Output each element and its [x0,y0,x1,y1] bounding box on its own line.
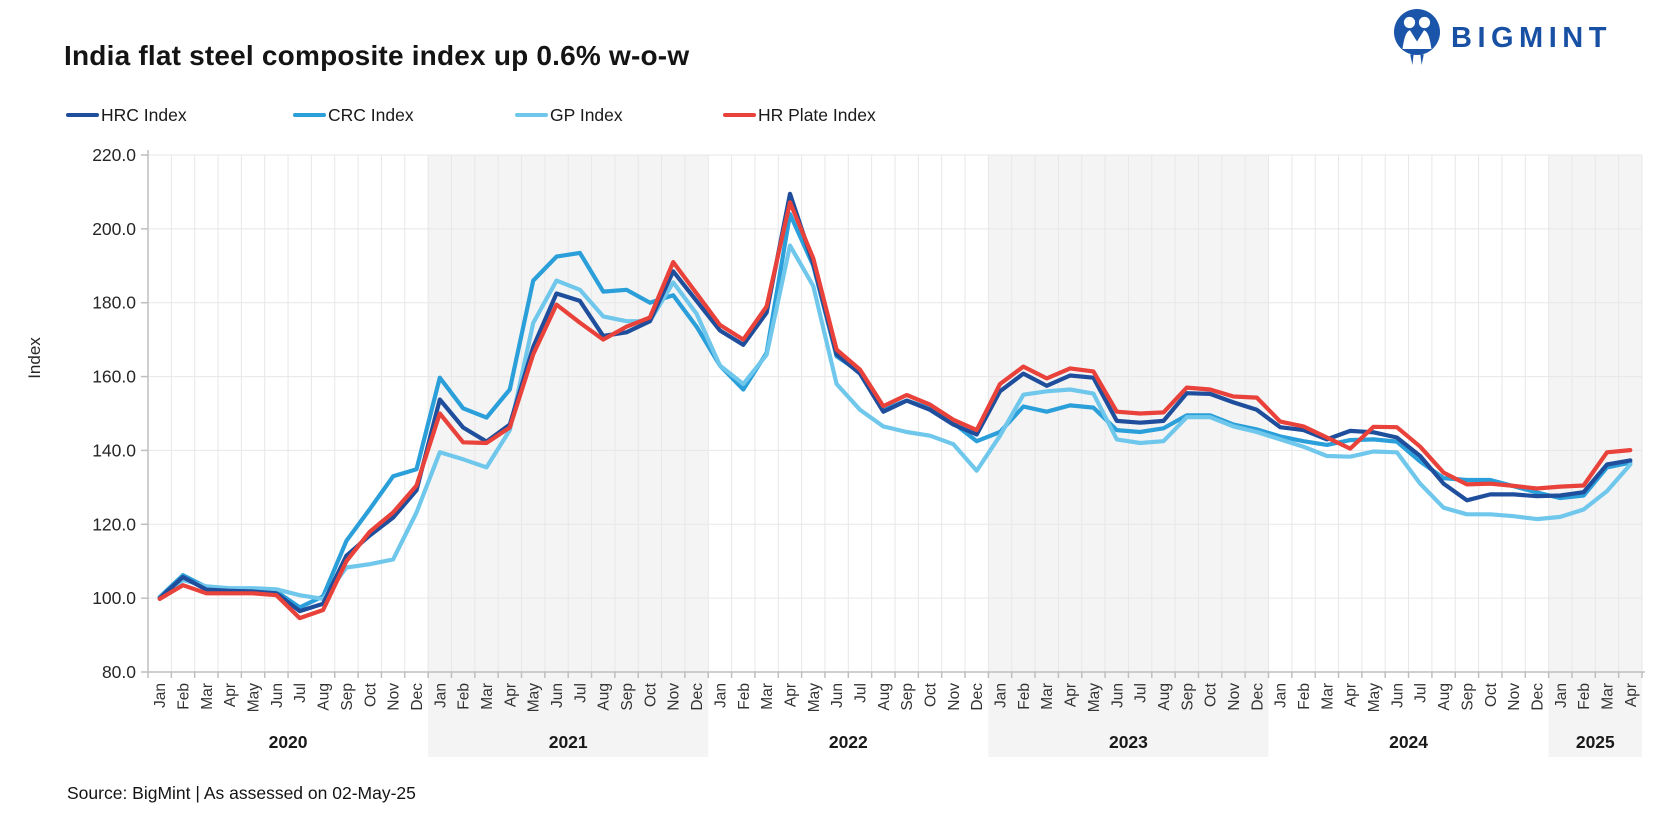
svg-text:Sep: Sep [619,683,636,711]
svg-text:Nov: Nov [386,683,403,711]
source-note: Source: BigMint | As assessed on 02-May-… [67,783,416,803]
svg-text:Jul: Jul [572,683,589,703]
svg-text:May: May [1366,683,1383,713]
svg-text:220.0: 220.0 [92,145,136,165]
bigmint-logo-icon [1394,9,1440,65]
svg-text:2024: 2024 [1389,732,1428,752]
svg-text:Jul: Jul [1413,683,1430,703]
svg-text:Sep: Sep [899,683,916,711]
svg-text:180.0: 180.0 [92,293,136,313]
svg-text:Apr: Apr [782,683,799,707]
legend-item-hr-plate: HR Plate Index [723,103,876,127]
crc-line-swatch-icon [293,112,326,118]
svg-text:Aug: Aug [876,683,893,711]
chart-legend: HRC Index CRC Index GP Index HR Plate In… [0,103,1657,129]
svg-text:Mar: Mar [1319,683,1336,710]
svg-text:80.0: 80.0 [102,662,136,682]
svg-text:Mar: Mar [479,683,496,710]
svg-text:Mar: Mar [1599,683,1616,710]
svg-text:Sep: Sep [339,683,356,711]
svg-text:Oct: Oct [923,682,940,707]
svg-text:Aug: Aug [316,683,333,711]
svg-text:Aug: Aug [1156,683,1173,711]
svg-text:100.0: 100.0 [92,588,136,608]
svg-text:2020: 2020 [269,732,308,752]
svg-text:Oct: Oct [362,682,379,707]
svg-text:May: May [526,683,543,713]
svg-text:Jun: Jun [549,683,566,708]
svg-text:Dec: Dec [689,683,706,711]
legend-item-crc: CRC Index [293,103,414,127]
svg-text:Feb: Feb [736,683,753,710]
legend-item-hrc: HRC Index [66,103,187,127]
svg-text:Dec: Dec [1529,683,1546,711]
svg-text:Jan: Jan [993,683,1010,708]
hr-plate-line-swatch-icon [723,112,756,118]
svg-text:Aug: Aug [1436,683,1453,711]
svg-text:Oct: Oct [1203,682,1220,707]
page-title: India flat steel composite index up 0.6%… [64,40,690,71]
bigmint-logo: BIGMINT [1393,8,1612,66]
svg-text:Jan: Jan [432,683,449,708]
svg-text:200.0: 200.0 [92,219,136,239]
svg-text:Feb: Feb [1296,683,1313,710]
legend-label: GP Index [550,104,623,125]
svg-text:Dec: Dec [409,683,426,711]
hrc-line-swatch-icon [66,112,99,118]
svg-text:120.0: 120.0 [92,514,136,534]
svg-text:Jun: Jun [829,683,846,708]
svg-text:2021: 2021 [549,732,588,752]
svg-text:Jul: Jul [292,683,309,703]
svg-text:Jan: Jan [1273,683,1290,708]
svg-text:Oct: Oct [1483,682,1500,707]
svg-text:Feb: Feb [456,683,473,710]
svg-text:Apr: Apr [1063,683,1080,707]
svg-text:Apr: Apr [1343,683,1360,707]
svg-text:Feb: Feb [1576,683,1593,710]
svg-text:Mar: Mar [199,683,216,710]
svg-text:Jun: Jun [1389,683,1406,708]
svg-text:Jan: Jan [152,683,169,708]
svg-text:Feb: Feb [1016,683,1033,710]
legend-label: HRC Index [101,104,187,125]
gp-line-swatch-icon [515,112,548,118]
svg-text:2025: 2025 [1576,732,1615,752]
svg-text:2023: 2023 [1109,732,1148,752]
brand-name: BIGMINT [1451,21,1612,54]
svg-text:Mar: Mar [1039,683,1056,710]
svg-text:Jan: Jan [1553,683,1570,708]
svg-text:2022: 2022 [829,732,868,752]
svg-text:Jun: Jun [1109,683,1126,708]
svg-text:Sep: Sep [1179,683,1196,711]
svg-text:Sep: Sep [1459,683,1476,711]
svg-text:Dec: Dec [1249,683,1266,711]
legend-label: HR Plate Index [758,104,876,125]
svg-text:Jan: Jan [712,683,729,708]
svg-text:Dec: Dec [969,683,986,711]
svg-text:Apr: Apr [502,683,519,707]
svg-text:Apr: Apr [1623,683,1640,707]
svg-text:Nov: Nov [946,683,963,711]
svg-text:Aug: Aug [596,683,613,711]
legend-label: CRC Index [328,104,414,125]
svg-text:Jun: Jun [269,683,286,708]
svg-text:Nov: Nov [666,683,683,711]
svg-text:May: May [1086,683,1103,713]
svg-text:Nov: Nov [1226,683,1243,711]
legend-item-gp: GP Index [515,103,623,127]
svg-text:Feb: Feb [176,683,193,710]
svg-text:140.0: 140.0 [92,440,136,460]
svg-text:Jul: Jul [852,683,869,703]
svg-text:May: May [246,683,263,713]
svg-text:May: May [806,683,823,713]
svg-text:160.0: 160.0 [92,367,136,387]
svg-text:Oct: Oct [642,682,659,707]
svg-text:Apr: Apr [222,683,239,707]
svg-text:Jul: Jul [1133,683,1150,703]
svg-text:Nov: Nov [1506,683,1523,711]
svg-text:Mar: Mar [759,683,776,710]
